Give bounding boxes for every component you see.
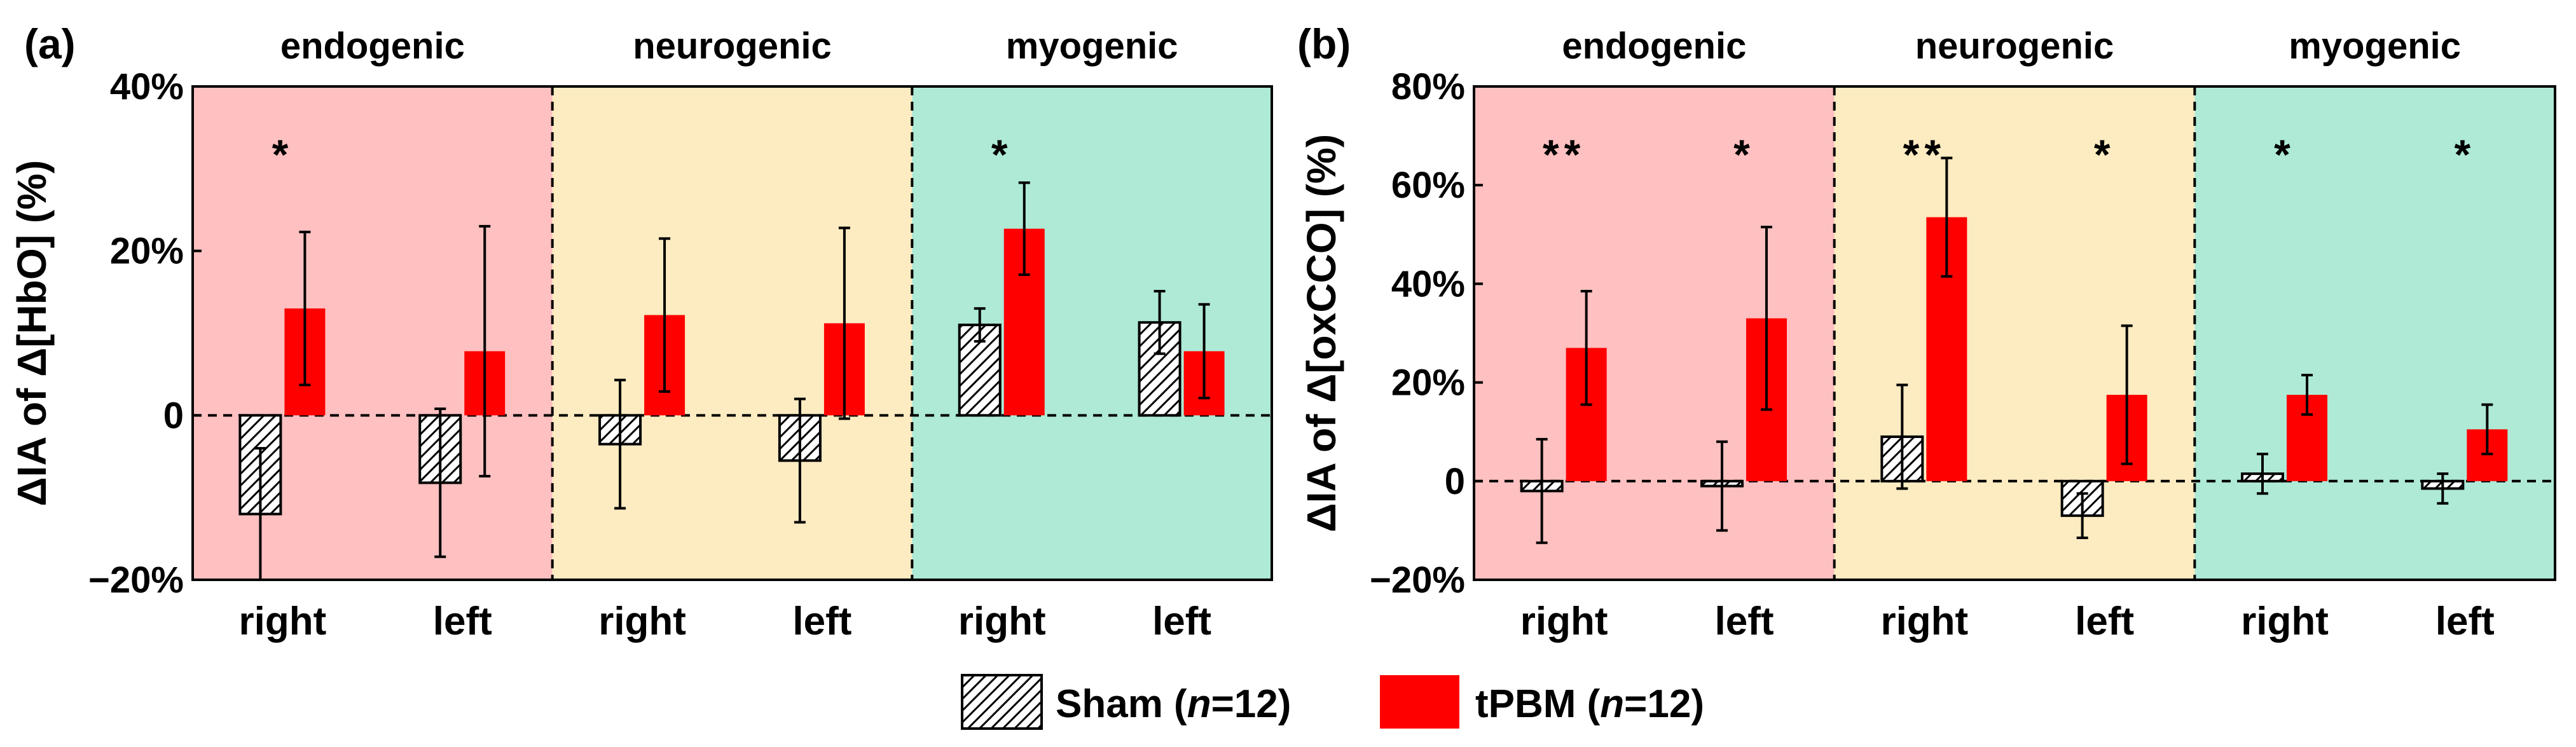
significance-1: * <box>272 131 294 178</box>
y-tick-label: 0 <box>163 395 184 436</box>
band-label-neurogenic: neurogenic <box>1915 25 2114 67</box>
chart-panel-1: endogenic neurogenic myogenic * right left rig… <box>9 20 1273 643</box>
legend-sham-n: n <box>1187 682 1211 726</box>
legend-sham-label: Sham ( <box>1056 682 1187 726</box>
significance-3: ** <box>1903 131 1946 178</box>
band-label-myogenic: myogenic <box>1006 25 1178 67</box>
legend-tpbm-label: tPBM ( <box>1475 682 1601 726</box>
chart-panels: endogenic neurogenic myogenic * right left rig… <box>9 20 2556 643</box>
plot-frame <box>191 85 1273 581</box>
panel-letter: (b) <box>1297 20 1351 67</box>
x-tick-label-6: left <box>2435 600 2495 643</box>
x-tick-label-1: right <box>239 600 327 643</box>
chart-panel-2: endogenic neurogenic myogenic**right*left*… <box>1297 20 2556 643</box>
x-tick-label-2: left <box>433 600 492 643</box>
y-tick-label: 60% <box>1391 165 1465 206</box>
panel-letter: (a) <box>24 20 76 67</box>
y-tick-label: −20% <box>88 559 184 601</box>
y-axis-label: ΔIA of Δ[oxCCO] (%) <box>1298 134 1344 532</box>
band-label-endogenic: endogenic <box>280 25 465 67</box>
legend-text-tpbm: tPBM (n=12) <box>1475 682 1704 726</box>
x-tick-label-4: left <box>2075 600 2134 643</box>
significance-4: * <box>2094 131 2116 178</box>
x-tick-label-6: left <box>1152 600 1211 643</box>
legend-swatch-tpbm <box>1380 675 1459 729</box>
legend-swatch-sham <box>961 674 1043 730</box>
legend-sham-rest: =12) <box>1211 682 1291 726</box>
significance-1: ** <box>1543 131 1585 178</box>
band-label-myogenic: myogenic <box>2289 25 2461 67</box>
significance-6: * <box>2454 131 2476 178</box>
band-myogenic <box>2194 86 2555 580</box>
significance-2: * <box>1733 131 1755 178</box>
legend: Sham (n=12) tPBM (n=12) <box>961 674 1704 730</box>
x-tick-label-2: left <box>1715 600 1774 643</box>
x-tick-label-5: right <box>958 600 1046 643</box>
x-tick-label-5: right <box>2241 600 2329 643</box>
band-label-endogenic: endogenic <box>1562 25 1746 67</box>
plot-frame <box>1473 85 2556 581</box>
x-tick-label-3: right <box>598 600 686 643</box>
significance-5: * <box>2274 131 2296 178</box>
y-tick-label: −20% <box>1370 559 1465 601</box>
y-tick-label: 40% <box>110 66 184 107</box>
y-tick-label: 20% <box>110 231 184 272</box>
band-neurogenic <box>1834 86 2195 580</box>
significance-5: * <box>991 131 1013 178</box>
y-axis-label: ΔIA of Δ[HbO] (%) <box>9 160 55 507</box>
y-tick-label: 40% <box>1391 263 1465 305</box>
x-tick-label-4: left <box>792 600 851 643</box>
x-tick-label-3: right <box>1880 600 1968 643</box>
legend-tpbm-n: n <box>1600 682 1624 726</box>
x-tick-label-1: right <box>1520 600 1608 643</box>
y-tick-label: 0 <box>1445 461 1465 502</box>
legend-tpbm-rest: =12) <box>1624 682 1704 726</box>
y-tick-label: 20% <box>1391 362 1465 404</box>
y-tick-label: 80% <box>1391 66 1465 107</box>
band-label-neurogenic: neurogenic <box>633 25 832 67</box>
legend-text-sham: Sham (n=12) <box>1056 682 1291 726</box>
